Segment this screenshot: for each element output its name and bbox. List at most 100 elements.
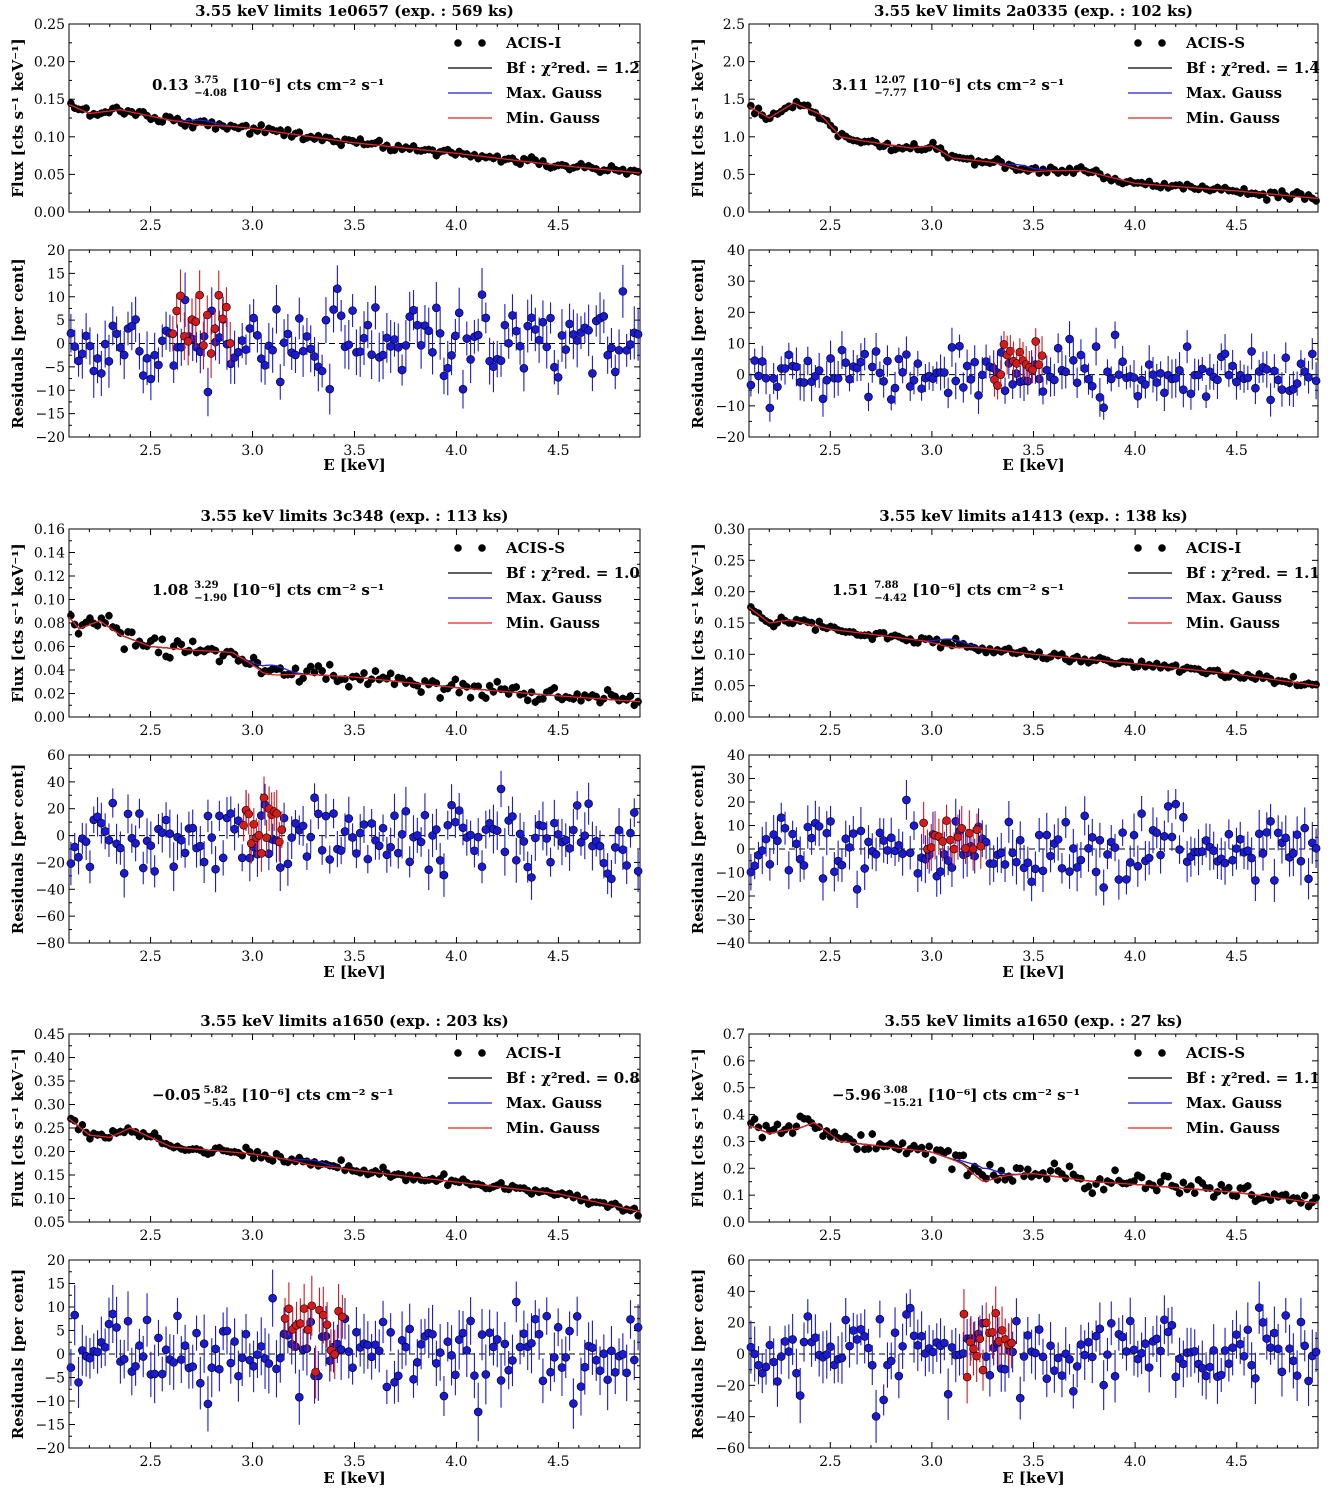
residual-point [279, 813, 289, 823]
residual-point [546, 857, 555, 867]
residual-point [439, 870, 449, 880]
residual-point [432, 303, 441, 313]
residual-point [576, 1382, 586, 1391]
residual-point [519, 837, 529, 846]
residuals-ytick-label: −20 [715, 1378, 745, 1394]
residual-point [610, 367, 620, 377]
residual-point [1099, 403, 1108, 412]
residuals-ytick-label: −20 [715, 889, 745, 905]
residuals-ytick-label: −80 [35, 936, 65, 952]
residual-point [886, 1356, 896, 1366]
residuals-ytick-label: 60 [47, 748, 65, 764]
residual-point [203, 387, 213, 397]
residual-point [333, 284, 342, 293]
residual-point [1163, 802, 1173, 811]
flux-data-point [539, 695, 547, 703]
residual-point [1015, 835, 1025, 845]
residual-point [1129, 830, 1139, 840]
residual-point [123, 1316, 133, 1326]
residual-point [1125, 858, 1135, 867]
residual-point [241, 1329, 251, 1339]
flux-data-point [158, 635, 167, 644]
flux-data-point [758, 1133, 767, 1142]
flux-data-point [1262, 196, 1271, 204]
residual-point [386, 342, 395, 351]
flux-data-point [1084, 1182, 1093, 1191]
residual-point-red [1006, 346, 1015, 356]
flux-data-point [318, 667, 326, 675]
residuals-xtick-label: 3.0 [921, 443, 943, 459]
residual-point [112, 329, 121, 339]
flux-ytick-label: 0.15 [34, 1168, 65, 1184]
residual-point [169, 361, 178, 370]
flux-data-point [1008, 1177, 1017, 1185]
residual-point [1050, 1366, 1059, 1375]
residual-point [1053, 343, 1063, 353]
residual-point [207, 1363, 217, 1373]
residual-point [996, 848, 1006, 858]
residual-point [161, 1345, 171, 1355]
residual-point [1251, 383, 1260, 393]
residual-point [1198, 847, 1207, 856]
residual-point [306, 1317, 316, 1327]
flux-data-point [493, 677, 502, 686]
residual-point [93, 354, 102, 363]
flux-data-point [1312, 1193, 1320, 1202]
residual-point [203, 1399, 213, 1409]
flux-limit-upper: 5.82 [204, 1085, 228, 1096]
residual-point [390, 335, 399, 344]
residual-point [135, 809, 144, 818]
residuals-ytick-label: −5 [44, 360, 65, 376]
flux-data-point [1266, 1196, 1275, 1204]
panel-1: 3.55 keV limits 1e0657 (exp. : 569 ks) 0.… [9, 2, 643, 474]
flux-data-point [70, 1116, 79, 1125]
residual-point-red [1031, 337, 1041, 346]
legend-marker-data [454, 1049, 462, 1057]
residual-point-red [176, 291, 185, 301]
residual-point [830, 867, 839, 877]
residual-point [626, 1315, 635, 1324]
residual-point [454, 806, 464, 815]
residual-point [192, 1328, 201, 1338]
flux-data-point [523, 696, 532, 705]
residual-point [283, 859, 293, 869]
residual-point [470, 1371, 479, 1380]
flux-data-point [747, 101, 755, 110]
residual-point-red [191, 317, 201, 326]
flux-xtick-label: 4.0 [1124, 218, 1146, 234]
residual-point [108, 1309, 118, 1319]
residual-point [959, 383, 968, 392]
flux-ytick-label: 0.05 [34, 1215, 65, 1231]
flux-data-point [1171, 661, 1180, 670]
flux-data-point [516, 160, 524, 168]
residual-point [477, 1330, 487, 1339]
legend-marker-data [1134, 39, 1142, 47]
residual-point [875, 368, 885, 378]
residual-point [947, 863, 957, 872]
residual-point-red [322, 1320, 332, 1330]
legend-min-gauss: Min. Gauss [1186, 614, 1280, 632]
flux-ytick-label: 1.5 [723, 92, 745, 108]
residual-point [1152, 378, 1162, 387]
flux-data-point [573, 690, 581, 698]
residual-point [249, 1362, 258, 1371]
residual-point [100, 339, 110, 349]
residual-point [1152, 828, 1162, 838]
flux-ytick-label: 0.15 [34, 92, 65, 108]
residual-point [211, 1344, 220, 1354]
residual-point [104, 356, 114, 366]
residual-point [750, 1349, 759, 1359]
flux-ytick-label: 0.12 [34, 569, 65, 585]
residual-point [1053, 835, 1063, 844]
flux-xtick-label: 3.5 [1022, 218, 1044, 234]
residual-point [1179, 812, 1188, 822]
residual-point [283, 329, 293, 339]
x-axis-label: E [keV] [323, 456, 385, 474]
legend-max-gauss: Max. Gauss [1186, 589, 1282, 607]
flux-xtick-label: 2.5 [819, 1228, 841, 1244]
residual-point [871, 1412, 881, 1421]
flux-data-point [158, 118, 167, 126]
residuals-xtick-label: 3.0 [921, 1454, 943, 1470]
residual-point [241, 345, 251, 354]
residual-point [784, 350, 794, 360]
